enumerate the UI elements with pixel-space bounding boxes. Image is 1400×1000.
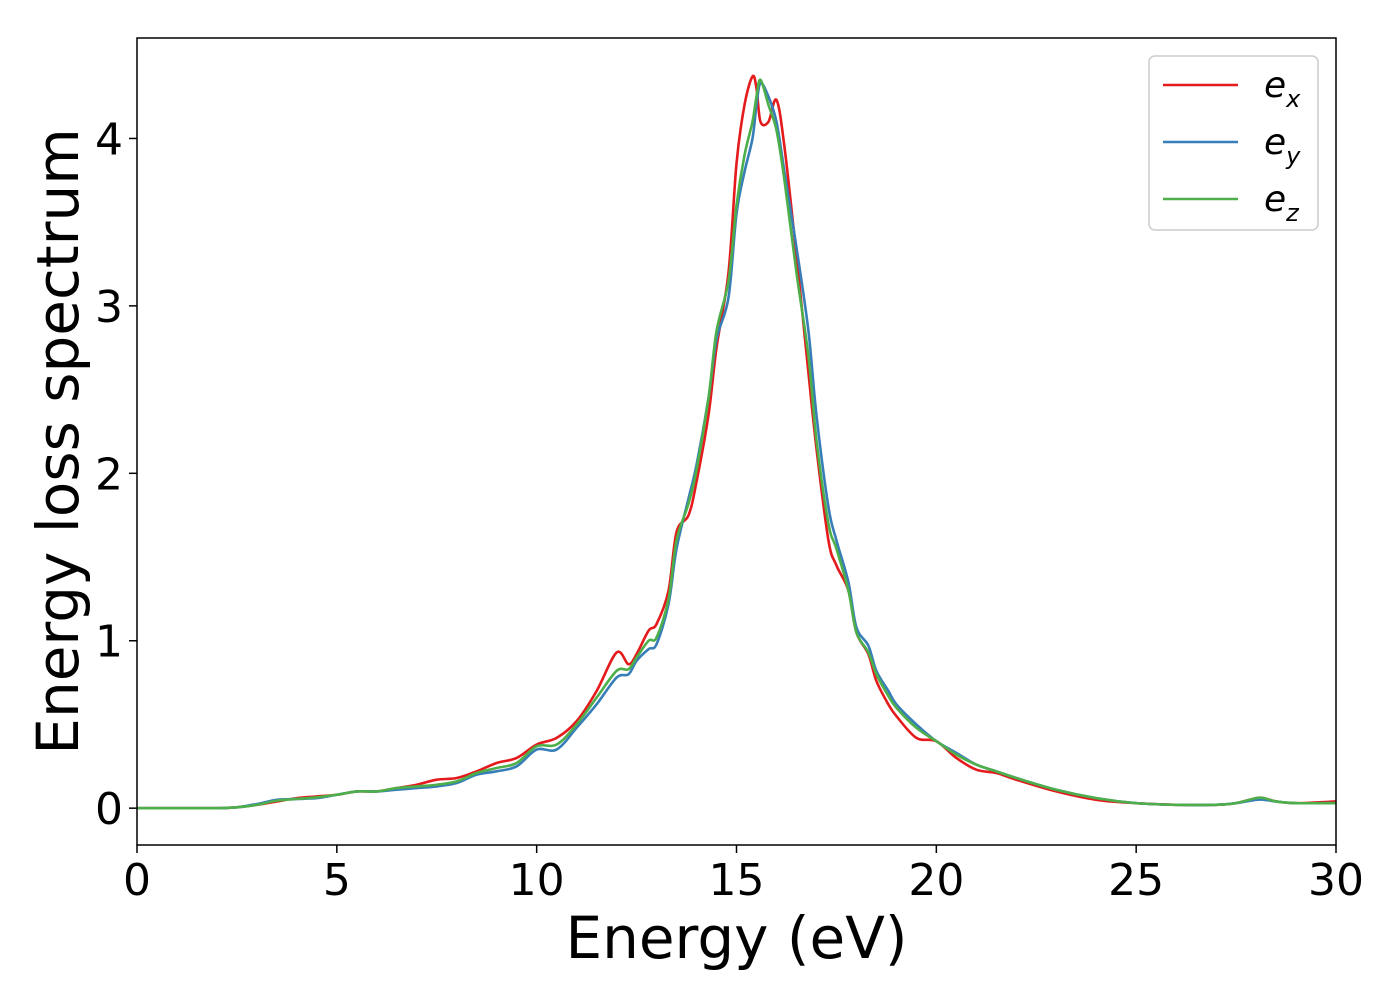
x-tick-label: 30 (1308, 855, 1364, 906)
y-tick-label: 2 (95, 449, 123, 500)
x-axis-ticks: 0 5 10 15 20 25 30 (123, 845, 1364, 906)
x-tick-label: 20 (908, 855, 964, 906)
x-tick-label: 0 (123, 855, 151, 906)
legend-label-x: ex (1264, 65, 1301, 113)
plot-lines (136, 74, 1337, 810)
x-tick-label: 25 (1108, 855, 1164, 906)
y-tick-label: 3 (95, 282, 123, 333)
legend-label-z: ez (1264, 179, 1300, 227)
legend: ex ey ez (1148, 55, 1319, 231)
y-tick-label: 1 (95, 617, 123, 668)
x-tick-label: 15 (709, 855, 765, 906)
x-axis-title: Energy (eV) (565, 904, 907, 972)
series-line-z (136, 78, 1337, 810)
y-tick-label: 0 (95, 784, 123, 835)
y-tick-label: 4 (95, 114, 123, 165)
x-tick-label: 5 (323, 855, 351, 906)
x-tick-label: 10 (509, 855, 565, 906)
y-axis-ticks: 0 1 2 3 4 (95, 114, 137, 835)
legend-label-y: ey (1264, 122, 1301, 170)
y-axis-title: Energy loss spectrum (24, 128, 92, 754)
